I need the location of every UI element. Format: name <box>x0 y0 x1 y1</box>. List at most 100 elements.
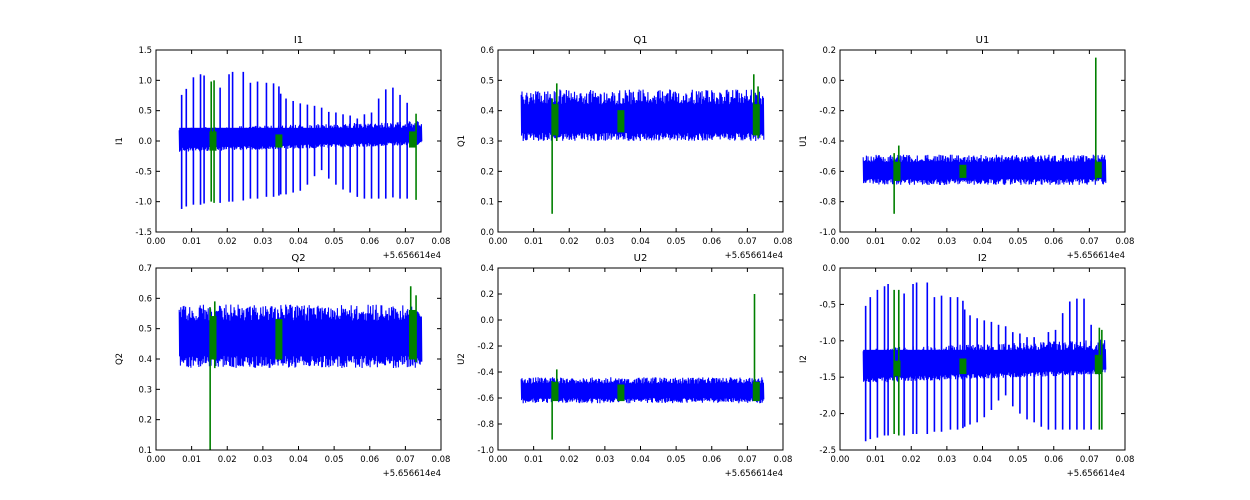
x-tick-label: 0.07 <box>738 455 757 465</box>
plot-area <box>498 50 783 232</box>
x-tick-label: 0.04 <box>289 237 308 247</box>
x-tick-label: 0.00 <box>831 237 850 247</box>
x-tick-label: 0.05 <box>667 237 686 247</box>
y-tick-label: -0.8 <box>819 198 836 208</box>
y-tick-label: -0.8 <box>477 420 494 430</box>
x-tick-label: 0.01 <box>866 237 885 247</box>
x-tick-label: 0.06 <box>1044 455 1063 465</box>
x-tick-label: 0.06 <box>702 455 721 465</box>
plot-area <box>498 268 783 450</box>
series-green <box>893 57 1102 214</box>
series-green <box>551 294 760 440</box>
series-green <box>209 286 417 450</box>
x-tick-label: 0.00 <box>489 455 508 465</box>
y-tick-label: -0.2 <box>819 107 836 117</box>
plot-area <box>840 50 1125 232</box>
y-axis-label: I1 <box>115 137 125 145</box>
x-tick-label: 0.01 <box>182 455 201 465</box>
y-tick-label: -1.0 <box>819 228 836 238</box>
plot-lines <box>178 71 423 209</box>
y-tick-label: 0.0 <box>480 228 494 238</box>
x-tick-label: 0.07 <box>738 237 757 247</box>
x-tick-label: 0.00 <box>831 455 850 465</box>
y-tick-label: 1.0 <box>138 76 152 86</box>
x-tick-label: 0.08 <box>1116 455 1135 465</box>
y-tick-label: 0.2 <box>480 290 494 300</box>
x-tick-label: 0.07 <box>1080 455 1099 465</box>
cluster-mark <box>409 131 416 148</box>
y-tick-label: 0.0 <box>822 264 836 274</box>
y-tick-label: -0.6 <box>477 394 494 404</box>
y-tick-label: 0.6 <box>138 294 152 304</box>
x-tick-label: 0.04 <box>631 237 650 247</box>
plot-lines <box>862 282 1107 442</box>
series-green <box>893 289 1103 436</box>
y-tick-label: 0.2 <box>138 416 152 426</box>
y-tick-label: 0.4 <box>138 355 152 365</box>
cluster-mark <box>617 110 625 133</box>
y-tick-label: 0.3 <box>480 137 494 147</box>
y-tick-label: 1.5 <box>138 46 152 56</box>
x-offset-label: +5.656614e4 <box>725 251 783 261</box>
plot-lines <box>520 294 765 440</box>
cluster-mark <box>752 381 760 402</box>
y-tick-label: -0.6 <box>819 167 836 177</box>
x-tick-label: 0.08 <box>432 237 451 247</box>
x-tick-label: 0.03 <box>253 455 272 465</box>
panel-i2: 0.00 0.01 0.02 0.03 0.04 0.05 0.06 0.07 0.08 -2.5… <box>799 253 1134 479</box>
y-tick-label: 0.1 <box>138 446 152 456</box>
x-tick-label: 0.04 <box>973 237 992 247</box>
x-tick-label: 0.00 <box>147 455 166 465</box>
x-tick-label: 0.01 <box>524 455 543 465</box>
y-tick-label: -1.5 <box>819 373 836 383</box>
y-tick-label: 0.7 <box>138 264 152 274</box>
band-core <box>521 104 764 133</box>
y-tick-label: -2.0 <box>819 410 836 420</box>
y-tick-label: -0.2 <box>477 342 494 352</box>
cluster-mark <box>959 164 967 178</box>
x-tick-label: 0.04 <box>973 455 992 465</box>
series-blue <box>862 154 1107 186</box>
y-axis-label: U1 <box>799 135 809 147</box>
y-tick-label: 0.0 <box>822 76 836 86</box>
y-tick-label: -1.0 <box>819 337 836 347</box>
x-tick-label: 0.02 <box>902 237 921 247</box>
series-green <box>209 80 417 203</box>
x-tick-label: 0.06 <box>702 237 721 247</box>
panel-title: U2 <box>634 253 648 264</box>
series-blue <box>178 304 423 369</box>
x-tick-label: 0.04 <box>631 455 650 465</box>
x-offset-label: +5.656614e4 <box>1067 251 1125 261</box>
panel-q2: 0.00 0.01 0.02 0.03 0.04 0.05 0.06 0.07 0.08 0.1 0… <box>115 253 450 479</box>
y-tick-label: -1.0 <box>477 446 494 456</box>
x-tick-label: 0.02 <box>560 455 579 465</box>
series-blue <box>178 71 423 209</box>
y-tick-label: 0.5 <box>138 325 152 335</box>
plot-lines <box>520 74 765 214</box>
x-tick-label: 0.06 <box>360 455 379 465</box>
x-tick-label: 0.03 <box>253 237 272 247</box>
plot-lines <box>178 286 423 450</box>
y-tick-label: 0.0 <box>480 316 494 326</box>
x-tick-label: 0.08 <box>1116 237 1135 247</box>
x-tick-label: 0.01 <box>866 455 885 465</box>
panel-title: I1 <box>294 35 303 46</box>
x-tick-label: 0.05 <box>325 237 344 247</box>
y-tick-label: 0.5 <box>138 107 152 117</box>
x-tick-label: 0.02 <box>902 455 921 465</box>
cluster-mark <box>1094 354 1102 375</box>
y-axis-label: I2 <box>799 355 809 363</box>
x-tick-label: 0.03 <box>595 455 614 465</box>
y-tick-label: 0.4 <box>480 264 494 274</box>
x-tick-label: 0.05 <box>1009 455 1028 465</box>
panel-title: I2 <box>978 253 987 264</box>
x-offset-label: +5.656614e4 <box>383 251 441 261</box>
y-tick-label: 0.2 <box>822 46 836 56</box>
x-tick-label: 0.00 <box>489 237 508 247</box>
y-tick-label: 0.3 <box>138 385 152 395</box>
x-tick-label: 0.00 <box>147 237 166 247</box>
plot-lines <box>862 57 1107 214</box>
y-tick-label: 0.0 <box>138 137 152 147</box>
band-core <box>521 383 764 398</box>
